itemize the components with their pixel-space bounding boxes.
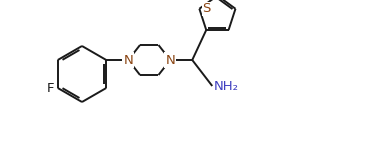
Text: N: N (123, 54, 133, 66)
Text: S: S (202, 2, 211, 15)
Text: F: F (46, 81, 54, 95)
Text: NH₂: NH₂ (214, 80, 239, 92)
Text: N: N (123, 54, 133, 66)
Text: N: N (165, 54, 175, 66)
